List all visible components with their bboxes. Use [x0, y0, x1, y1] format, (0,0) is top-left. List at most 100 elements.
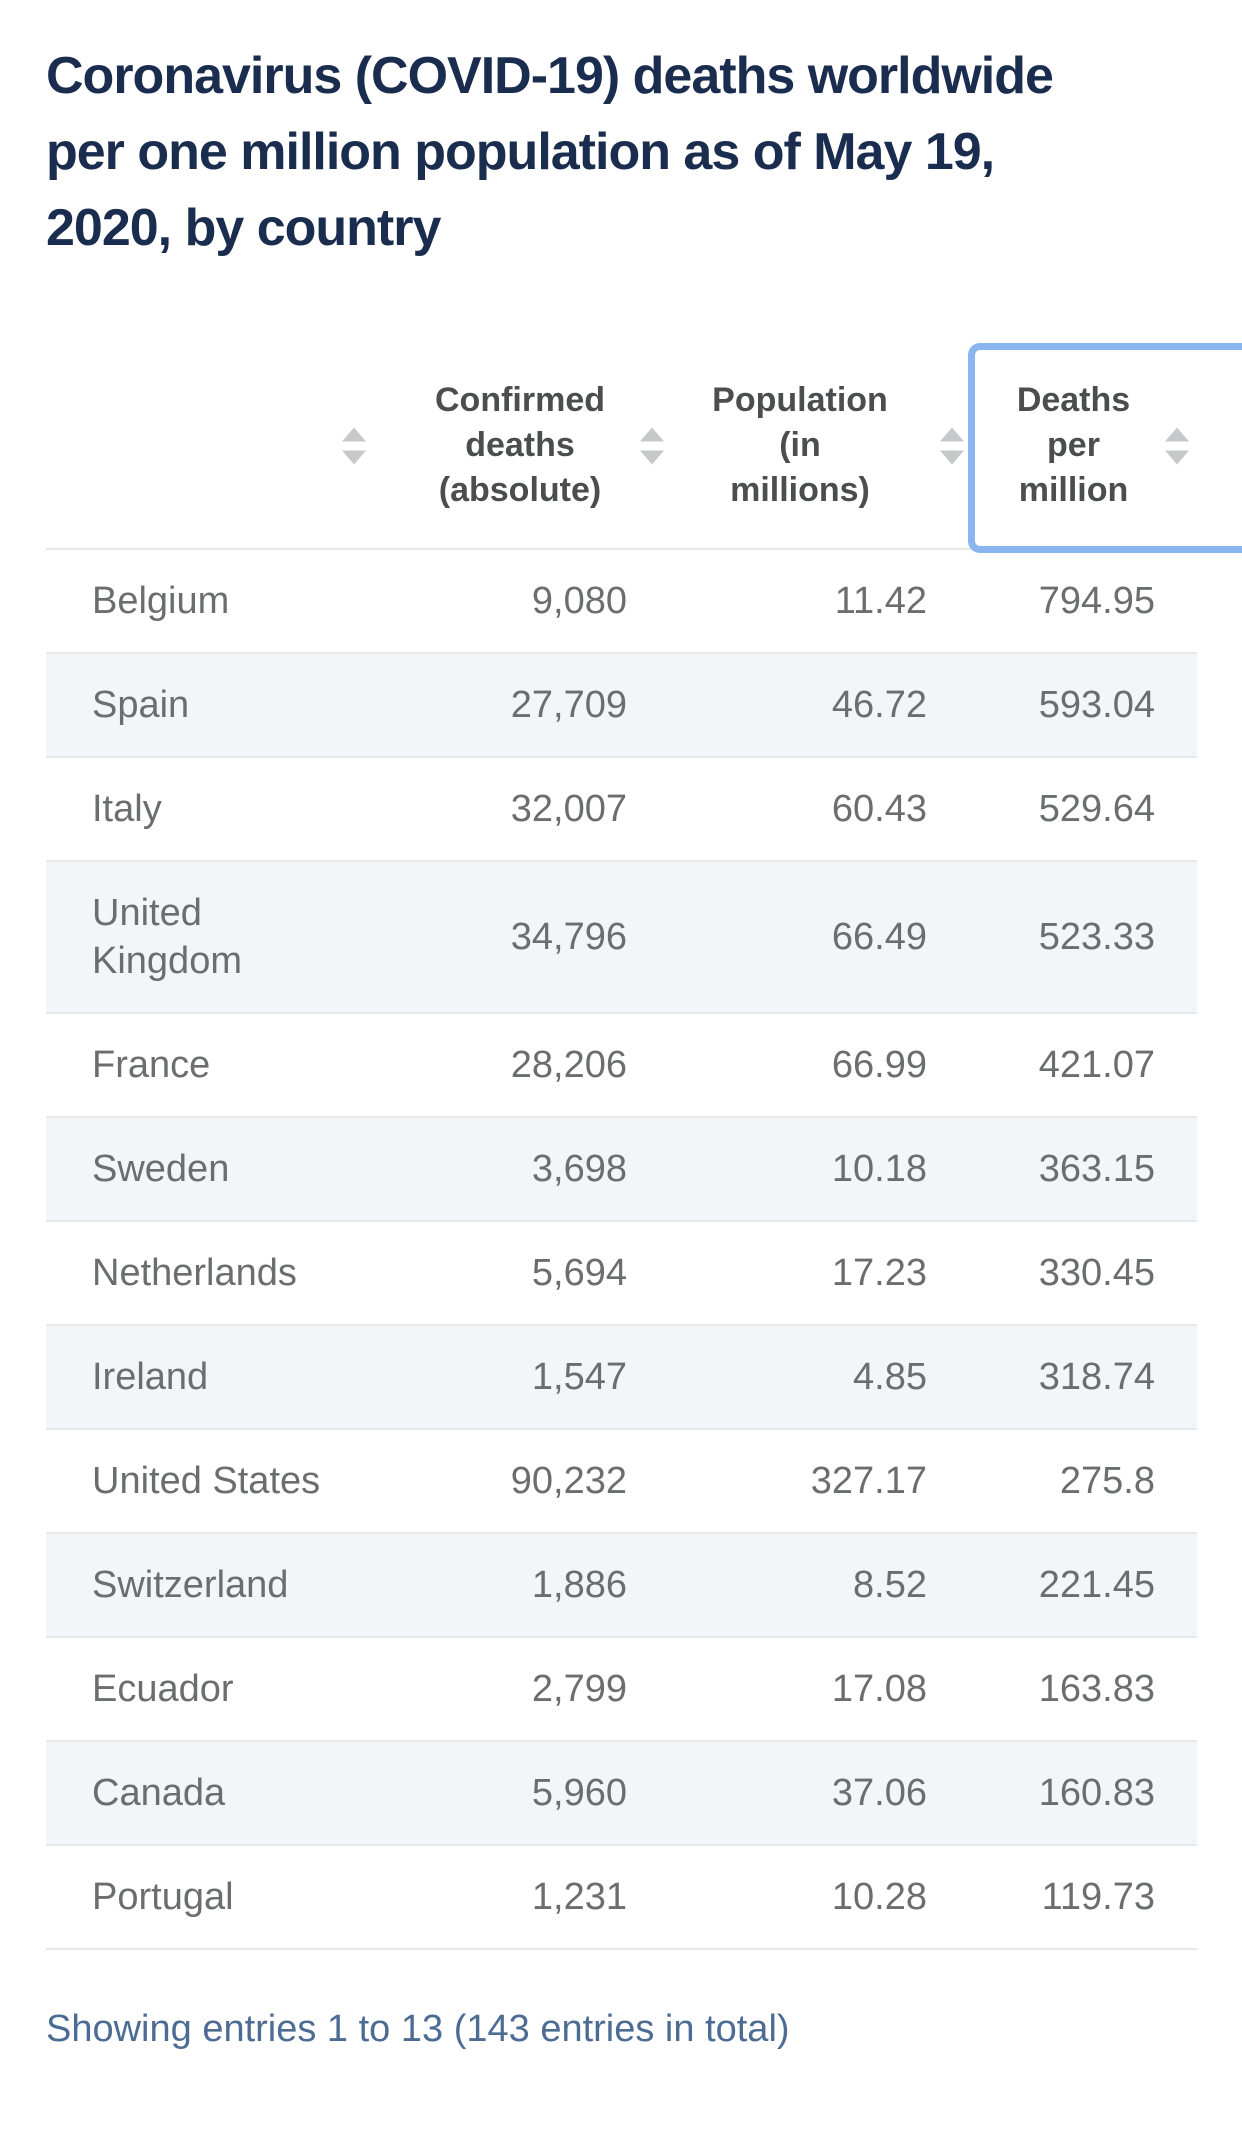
sort-down-icon	[1165, 450, 1189, 464]
sort-up-icon	[640, 427, 664, 441]
table-row: Ecuador 2,799 17.08 163.83	[46, 1638, 1197, 1742]
deaths-per-million-cell: 318.74	[1038, 1356, 1155, 1398]
confirmed-deaths-cell: 2,799	[531, 1668, 627, 1710]
population-cell: 66.99	[831, 1044, 927, 1086]
table-row: Spain 27,709 46.72 593.04	[46, 654, 1197, 758]
population-cell: 327.17	[810, 1460, 927, 1502]
country-cell: Spain	[46, 654, 390, 756]
country-name: United Kingdom	[92, 892, 242, 982]
table-header-row: Confirmed deaths (absolute) Population (…	[46, 343, 1242, 553]
country-name: France	[92, 1044, 211, 1086]
country-cell: Netherlands	[46, 1222, 390, 1324]
column-header-confirmed-deaths-label: Confirmed deaths (absolute)	[435, 381, 605, 509]
country-name: Portugal	[92, 1876, 234, 1918]
column-header-deaths-per-million[interactable]: Deaths per million	[950, 343, 1197, 548]
population-cell: 46.72	[831, 684, 927, 726]
confirmed-deaths-cell: 32,007	[510, 788, 627, 830]
country-cell: Ecuador	[46, 1638, 390, 1740]
table-row: United Kingdom 34,796 66.49 523.33	[46, 862, 1197, 1014]
sort-down-icon	[640, 450, 664, 464]
confirmed-deaths-cell: 34,796	[510, 916, 627, 958]
table-row: Netherlands 5,694 17.23 330.45	[46, 1222, 1197, 1326]
table-row: United States 90,232 327.17 275.8	[46, 1430, 1197, 1534]
country-cell: Sweden	[46, 1118, 390, 1220]
table-row: Portugal 1,231 10.28 119.73	[46, 1846, 1197, 1950]
confirmed-deaths-cell: 5,694	[531, 1252, 627, 1294]
country-name: Switzerland	[92, 1564, 289, 1606]
table-row: Canada 5,960 37.06 160.83	[46, 1742, 1197, 1846]
country-name: Ecuador	[92, 1668, 234, 1710]
sort-arrows-icon[interactable]	[342, 427, 366, 464]
deaths-per-million-cell: 330.45	[1038, 1252, 1155, 1294]
deaths-per-million-cell: 119.73	[1041, 1876, 1155, 1918]
population-cell: 66.49	[831, 916, 927, 958]
country-cell: Canada	[46, 1742, 390, 1844]
country-cell: United States	[46, 1430, 390, 1532]
deaths-per-million-cell: 593.04	[1038, 684, 1155, 726]
confirmed-deaths-cell: 9,080	[531, 580, 627, 622]
deaths-per-million-cell: 421.07	[1038, 1044, 1155, 1086]
deaths-per-million-cell: 275.8	[1059, 1460, 1155, 1502]
country-cell: Italy	[46, 758, 390, 860]
table-body: Belgium 9,080 11.42 794.95 Spain 27,709 …	[46, 550, 1197, 1950]
country-cell: United Kingdom	[46, 862, 390, 1012]
country-cell: Switzerland	[46, 1534, 390, 1636]
population-cell: 17.08	[831, 1668, 927, 1710]
population-cell: 10.28	[831, 1876, 927, 1918]
confirmed-deaths-cell: 3,698	[531, 1148, 627, 1190]
deaths-per-million-cell: 523.33	[1038, 916, 1155, 958]
sort-arrows-icon[interactable]	[640, 427, 664, 464]
sort-up-icon	[940, 427, 964, 441]
country-name: Italy	[92, 788, 162, 830]
sort-down-icon	[342, 450, 366, 464]
entries-status: Showing entries 1 to 13 (143 entries in …	[46, 2008, 790, 2050]
population-cell: 37.06	[831, 1772, 927, 1814]
population-cell: 17.23	[831, 1252, 927, 1294]
deaths-per-million-cell: 794.95	[1038, 580, 1155, 622]
country-name: United States	[92, 1460, 321, 1502]
sort-arrows-icon[interactable]	[940, 427, 964, 464]
deaths-per-million-cell: 163.83	[1038, 1668, 1155, 1710]
sort-up-icon	[342, 427, 366, 441]
country-cell: France	[46, 1014, 390, 1116]
country-name: Canada	[92, 1772, 226, 1814]
country-cell: Portugal	[46, 1846, 390, 1948]
country-name: Spain	[92, 684, 190, 726]
country-name: Netherlands	[92, 1252, 297, 1294]
table-row: France 28,206 66.99 421.07	[46, 1014, 1197, 1118]
column-header-confirmed-deaths[interactable]: Confirmed deaths (absolute)	[390, 343, 664, 548]
confirmed-deaths-cell: 28,206	[510, 1044, 627, 1086]
table-row: Sweden 3,698 10.18 363.15	[46, 1118, 1197, 1222]
sort-up-icon	[1165, 427, 1189, 441]
table-row: Italy 32,007 60.43 529.64	[46, 758, 1197, 862]
table-row: Switzerland 1,886 8.52 221.45	[46, 1534, 1197, 1638]
country-cell: Belgium	[46, 550, 390, 652]
deaths-per-million-cell: 221.45	[1038, 1564, 1155, 1606]
deaths-per-million-cell: 529.64	[1038, 788, 1155, 830]
confirmed-deaths-cell: 1,886	[531, 1564, 627, 1606]
sort-arrows-icon[interactable]	[1165, 427, 1189, 464]
country-cell: Ireland	[46, 1326, 390, 1428]
column-header-population-label: Population (in millions)	[712, 381, 888, 509]
page-title: Coronavirus (COVID-19) deaths worldwide …	[46, 47, 1054, 257]
confirmed-deaths-cell: 1,231	[531, 1876, 627, 1918]
population-cell: 10.18	[831, 1148, 927, 1190]
data-table: Confirmed deaths (absolute) Population (…	[46, 343, 1242, 1950]
confirmed-deaths-cell: 90,232	[510, 1460, 627, 1502]
country-name: Belgium	[92, 580, 230, 622]
sort-down-icon	[940, 450, 964, 464]
table-row: Belgium 9,080 11.42 794.95	[46, 550, 1197, 654]
column-header-population[interactable]: Population (in millions)	[650, 343, 964, 548]
country-name: Ireland	[92, 1356, 209, 1398]
deaths-per-million-cell: 160.83	[1038, 1772, 1155, 1814]
column-header-country[interactable]	[46, 343, 390, 548]
population-cell: 4.85	[853, 1356, 927, 1398]
country-name: Sweden	[92, 1148, 230, 1190]
population-cell: 8.52	[853, 1564, 927, 1606]
confirmed-deaths-cell: 27,709	[510, 684, 627, 726]
confirmed-deaths-cell: 5,960	[531, 1772, 627, 1814]
confirmed-deaths-cell: 1,547	[531, 1356, 627, 1398]
column-header-deaths-per-million-label: Deaths per million	[1016, 381, 1131, 509]
population-cell: 60.43	[831, 788, 927, 830]
